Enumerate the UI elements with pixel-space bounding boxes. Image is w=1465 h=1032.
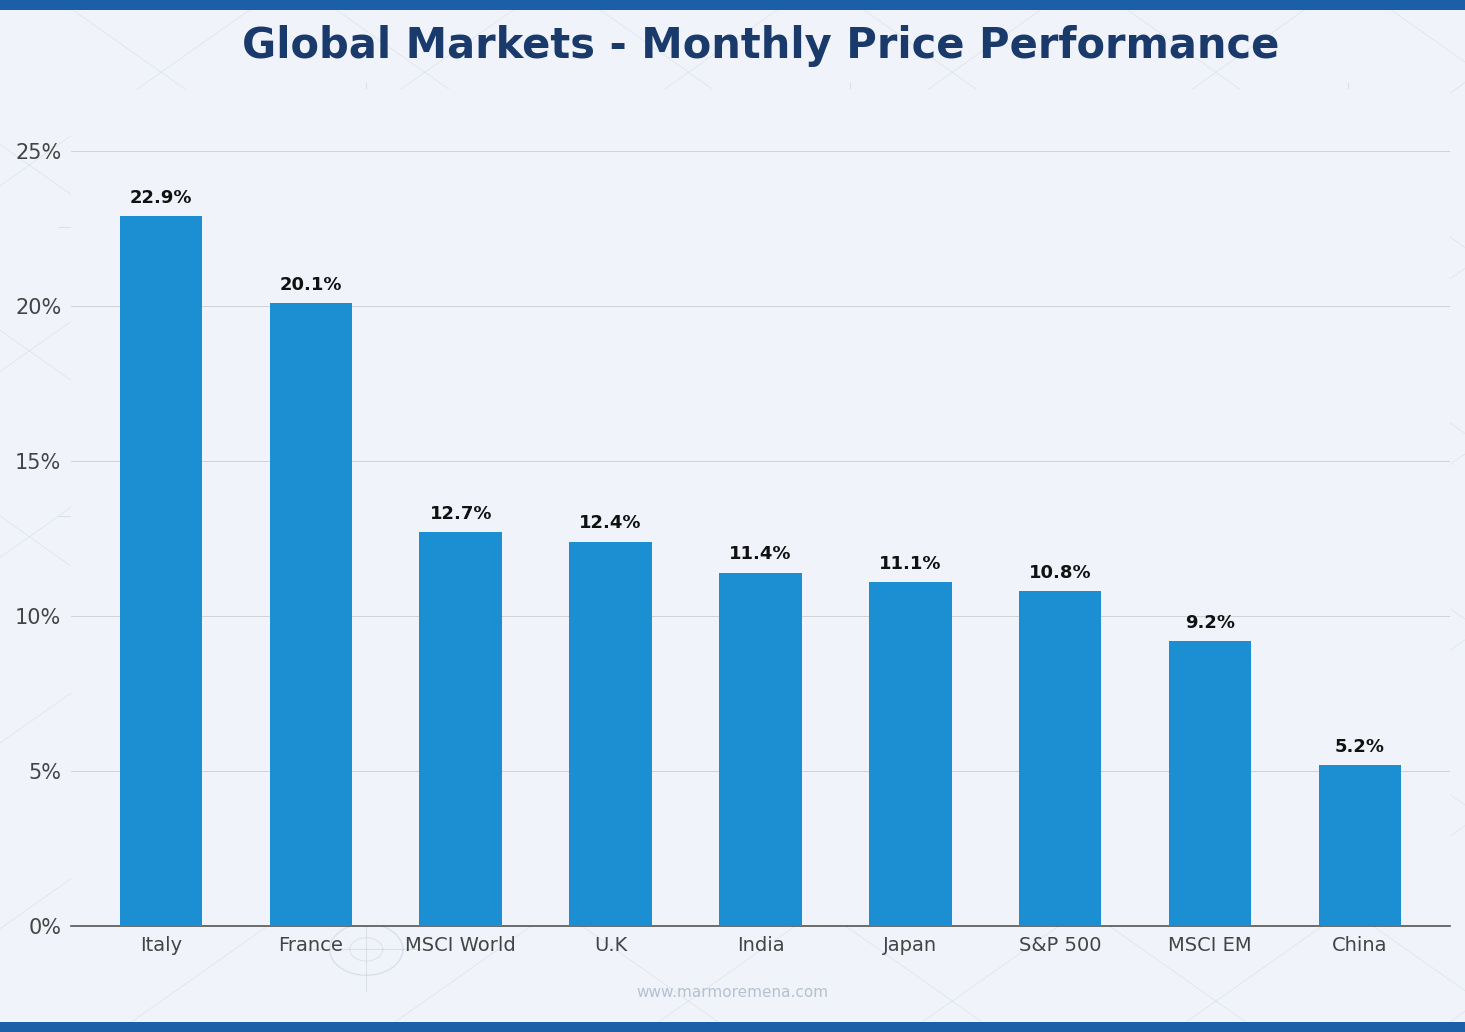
Text: MARMORE: MARMORE: [1302, 558, 1364, 618]
Bar: [869, 582, 952, 927]
Text: 10.8%: 10.8%: [1028, 565, 1091, 582]
Text: MARMORE: MARMORE: [306, 249, 368, 309]
Bar: [120, 216, 202, 927]
Text: 9.2%: 9.2%: [1185, 614, 1235, 632]
Text: MARMORE: MARMORE: [72, 352, 133, 412]
Text: MARMORE: MARMORE: [72, 713, 133, 773]
Bar: [570, 542, 652, 927]
Text: MARMORE: MARMORE: [1302, 249, 1364, 309]
Text: 5.2%: 5.2%: [1335, 738, 1384, 755]
Text: 11.1%: 11.1%: [879, 555, 942, 573]
Text: 22.9%: 22.9%: [130, 189, 192, 206]
Text: 12.7%: 12.7%: [429, 505, 492, 523]
Text: MARMORE: MARMORE: [804, 249, 866, 309]
Text: www.marmoremena.com: www.marmoremena.com: [636, 986, 829, 1000]
Bar: [1169, 641, 1251, 927]
Bar: [719, 573, 801, 927]
Text: MARMORE: MARMORE: [555, 352, 617, 412]
Bar: [1020, 591, 1102, 927]
Text: 11.4%: 11.4%: [730, 546, 791, 563]
Text: 20.1%: 20.1%: [280, 276, 341, 293]
Bar: [1318, 765, 1402, 927]
Text: MARMORE: MARMORE: [1053, 352, 1115, 412]
Title: Global Markets - Monthly Price Performance: Global Markets - Monthly Price Performan…: [242, 26, 1279, 67]
Text: MARMORE: MARMORE: [306, 558, 368, 618]
Text: MARMORE: MARMORE: [804, 558, 866, 618]
Bar: [419, 533, 502, 927]
Text: MARMORE: MARMORE: [555, 662, 617, 721]
Text: 12.4%: 12.4%: [579, 514, 642, 533]
Text: MARMORE: MARMORE: [1053, 662, 1115, 721]
Bar: [270, 303, 352, 927]
